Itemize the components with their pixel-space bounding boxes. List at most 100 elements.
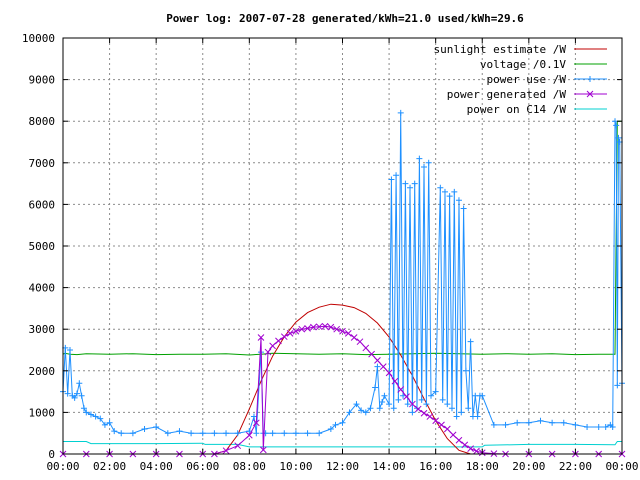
data-point xyxy=(444,401,451,408)
data-point xyxy=(253,430,260,437)
data-point xyxy=(379,363,387,370)
data-point xyxy=(64,390,71,397)
data-point xyxy=(78,392,85,399)
data-point xyxy=(66,347,73,353)
data-point xyxy=(388,176,395,183)
data-point xyxy=(97,415,104,422)
axes: 0 1000 2000 3000 4000 5000 6000 7000 8000 9000 100… xyxy=(22,32,639,473)
x-tick-label: 06:00 xyxy=(186,460,219,473)
data-point xyxy=(461,441,469,449)
data-point xyxy=(439,396,446,403)
data-point xyxy=(332,421,339,428)
data-point xyxy=(106,419,113,426)
x-tick-label: 14:00 xyxy=(373,460,406,473)
legend-label: power generated /W xyxy=(447,88,567,101)
data-point xyxy=(304,430,311,437)
data-point xyxy=(479,392,486,399)
data-point xyxy=(416,155,423,162)
y-tick-label: 8000 xyxy=(29,115,56,128)
data-point xyxy=(379,399,386,405)
data-point xyxy=(414,405,422,413)
x-tick-label: 00:00 xyxy=(605,460,638,473)
data-point xyxy=(286,330,294,337)
data-point xyxy=(615,134,622,141)
data-point xyxy=(438,421,445,429)
x-tick-label: 04:00 xyxy=(140,460,173,473)
legend-marker xyxy=(587,76,593,82)
y-tick-label: 1000 xyxy=(29,406,56,419)
data-point xyxy=(403,393,410,400)
x-tick-label: 16:00 xyxy=(419,460,452,473)
y-tick-label: 7000 xyxy=(29,157,56,170)
data-point xyxy=(298,325,306,333)
data-point xyxy=(344,330,352,337)
data-point xyxy=(381,392,388,399)
data-point xyxy=(374,363,381,370)
data-point xyxy=(393,172,400,179)
series-1 xyxy=(62,120,622,356)
x-tick-label: 08:00 xyxy=(233,460,266,473)
data-point xyxy=(386,401,393,408)
data-point xyxy=(614,382,621,389)
data-point xyxy=(76,380,83,387)
data-point xyxy=(368,350,375,358)
data-point xyxy=(467,338,474,345)
x-tick-label: 00:00 xyxy=(46,460,79,473)
data-point xyxy=(87,411,94,418)
data-point xyxy=(92,413,99,420)
data-point xyxy=(350,334,358,341)
data-point xyxy=(118,430,125,437)
data-point xyxy=(257,334,265,341)
series-line xyxy=(214,303,471,455)
data-point xyxy=(572,421,579,428)
data-point xyxy=(374,357,381,364)
data-point xyxy=(264,348,272,356)
data-point xyxy=(411,180,418,187)
data-point xyxy=(339,327,346,335)
y-tick-label: 2000 xyxy=(29,365,56,378)
data-point xyxy=(372,384,379,391)
data-point xyxy=(259,446,267,454)
data-point xyxy=(188,430,195,437)
data-point xyxy=(304,325,311,332)
data-point xyxy=(525,419,532,426)
data-point xyxy=(462,367,469,374)
data-point xyxy=(467,445,474,452)
data-point xyxy=(420,409,428,417)
chart-title: Power log: 2007-07-28 generated/kWh=21.0… xyxy=(166,12,524,25)
data-point xyxy=(395,396,402,403)
data-point xyxy=(432,417,440,425)
series-4 xyxy=(63,441,622,448)
data-point xyxy=(421,163,428,170)
data-point xyxy=(153,423,160,430)
data-point xyxy=(460,205,467,212)
data-point xyxy=(385,369,393,377)
data-point xyxy=(250,413,257,420)
data-point xyxy=(407,184,414,191)
data-point xyxy=(455,436,463,444)
series-0 xyxy=(214,303,471,455)
data-point xyxy=(71,394,78,401)
data-point xyxy=(362,344,370,352)
data-point xyxy=(609,423,616,430)
y-tick-label: 10000 xyxy=(22,32,55,45)
data-point xyxy=(584,423,591,430)
data-point xyxy=(315,323,323,331)
data-point xyxy=(223,430,230,437)
data-point xyxy=(404,401,411,408)
data-point xyxy=(458,409,465,416)
data-point xyxy=(80,405,87,412)
legend-label: sunlight estimate /W xyxy=(434,43,567,56)
data-point xyxy=(292,327,300,335)
data-point xyxy=(316,430,323,437)
series-line xyxy=(63,441,622,448)
data-point xyxy=(502,421,509,428)
x-tick-label: 10:00 xyxy=(279,460,312,473)
data-point xyxy=(602,423,609,430)
legend-label: power on C14 /W xyxy=(467,103,567,116)
data-point xyxy=(353,401,360,408)
data-point xyxy=(409,409,416,416)
data-point xyxy=(453,413,460,420)
data-point xyxy=(245,431,253,439)
